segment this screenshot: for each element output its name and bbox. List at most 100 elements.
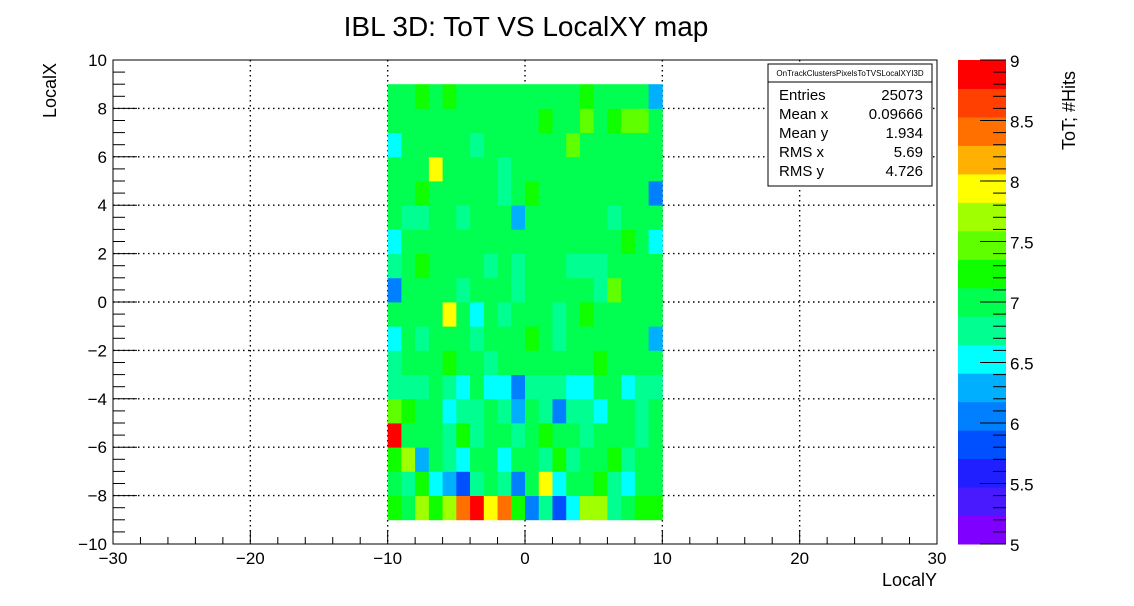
chart-title: IBL 3D: ToT VS LocalXY map: [344, 11, 709, 42]
heatmap-cell: [566, 302, 581, 327]
heatmap-cell: [387, 229, 402, 254]
heatmap-cell: [648, 350, 663, 375]
heatmap-cell: [401, 471, 416, 496]
heatmap-cell: [552, 253, 567, 279]
heatmap-cell: [593, 495, 608, 521]
heatmap-cell: [497, 108, 512, 133]
heatmap-cell: [566, 229, 581, 254]
heatmap-cell: [442, 205, 457, 230]
heatmap-cell: [593, 108, 608, 133]
heatmap-cell: [483, 84, 498, 109]
heatmap-cell: [538, 302, 553, 327]
heatmap-cell: [566, 423, 581, 448]
color-scale-segment: [958, 173, 1006, 203]
heatmap-cell: [483, 229, 498, 254]
heatmap-cell: [442, 277, 457, 303]
heatmap-cell: [579, 108, 595, 133]
heatmap-cell: [401, 132, 416, 158]
heatmap-cell: [634, 326, 649, 351]
color-scale-segment: [958, 401, 1006, 431]
heatmap-cell: [634, 423, 649, 448]
z-tick-label: 6.5: [1010, 355, 1034, 374]
x-axis-title: LocalY: [882, 570, 937, 590]
heatmap-cell: [401, 156, 416, 182]
color-scale-segment: [958, 259, 1006, 289]
heatmap-cell: [525, 132, 540, 158]
heatmap-cell: [634, 229, 649, 254]
heatmap-cell: [511, 108, 526, 133]
heatmap-cell: [442, 132, 457, 158]
heatmap-cell: [470, 398, 485, 424]
heatmap-cell: [525, 374, 540, 400]
heatmap-cell: [483, 302, 498, 327]
heatmap-cell: [415, 253, 430, 279]
heatmap-cell: [497, 423, 512, 448]
heatmap-cell: [387, 253, 402, 279]
heatmap-cell: [415, 229, 430, 254]
heatmap-cell: [428, 423, 443, 448]
heatmap-cell: [456, 205, 471, 230]
x-tick-label: −20: [236, 549, 265, 568]
heatmap-cell: [593, 84, 608, 109]
heatmap-cell: [552, 181, 567, 206]
heatmap-cell: [456, 302, 471, 327]
heatmap-cell: [566, 253, 581, 279]
heatmap-cell: [428, 374, 443, 400]
heatmap-cell: [566, 495, 581, 521]
heatmap-cell: [415, 423, 430, 448]
heatmap-cell: [593, 277, 608, 303]
heatmap-cell: [634, 350, 649, 375]
heatmap-cell: [579, 156, 595, 182]
heatmap-cell: [538, 350, 553, 375]
heatmap-cell: [442, 471, 457, 496]
heatmap-cell: [456, 374, 471, 400]
heatmap-cell: [442, 423, 457, 448]
heatmap-cell: [511, 132, 526, 158]
heatmap-cell: [538, 84, 553, 109]
heatmap-cell: [648, 277, 663, 303]
heatmap-cell: [470, 108, 485, 133]
heatmap-cell: [470, 447, 485, 472]
heatmap-cell: [497, 84, 512, 109]
heatmap-cell: [401, 326, 416, 351]
heatmap-cell: [497, 302, 512, 327]
heatmap-cell: [401, 374, 416, 400]
heatmap-cell: [456, 253, 471, 279]
heatmap-cell: [483, 447, 498, 472]
heatmap-cell: [634, 108, 649, 133]
heatmap-cell: [552, 84, 567, 109]
heatmap-cell: [483, 181, 498, 206]
heatmap-cell: [428, 132, 443, 158]
heatmap-cell: [621, 108, 636, 133]
heatmap-cell: [648, 205, 663, 230]
heatmap-cell: [428, 84, 443, 109]
stats-row-value: 5.69: [894, 144, 923, 161]
heatmap-cell: [387, 398, 402, 424]
z-tick-label: 7.5: [1010, 234, 1034, 253]
heatmap-cell: [552, 350, 567, 375]
heatmap-cell: [566, 326, 581, 351]
heatmap-cell: [525, 181, 540, 206]
heatmap-cell: [648, 156, 663, 182]
heatmap-cell: [428, 471, 443, 496]
heatmap-cell: [387, 374, 402, 400]
heatmap-cell: [470, 471, 485, 496]
heatmap-cell: [387, 132, 402, 158]
heatmap-cell: [607, 350, 622, 375]
y-tick-labels: −10 −8 −6 −4 −2 0 2 4 6 8 10: [78, 51, 107, 554]
heatmap-cell: [470, 277, 485, 303]
heatmap-cell: [456, 350, 471, 375]
heatmap-cell: [566, 374, 581, 400]
heatmap-cell: [511, 156, 526, 182]
heatmap-cell: [401, 205, 416, 230]
x-tick-label: 20: [790, 549, 809, 568]
heatmap-cell: [401, 229, 416, 254]
heatmap-cell: [552, 108, 567, 133]
heatmap-cell: [511, 447, 526, 472]
heatmap-cell: [552, 374, 567, 400]
heatmap-cell: [579, 181, 595, 206]
heatmap-cell: [428, 350, 443, 375]
heatmap-cell: [579, 350, 595, 375]
heatmap-cell: [607, 423, 622, 448]
